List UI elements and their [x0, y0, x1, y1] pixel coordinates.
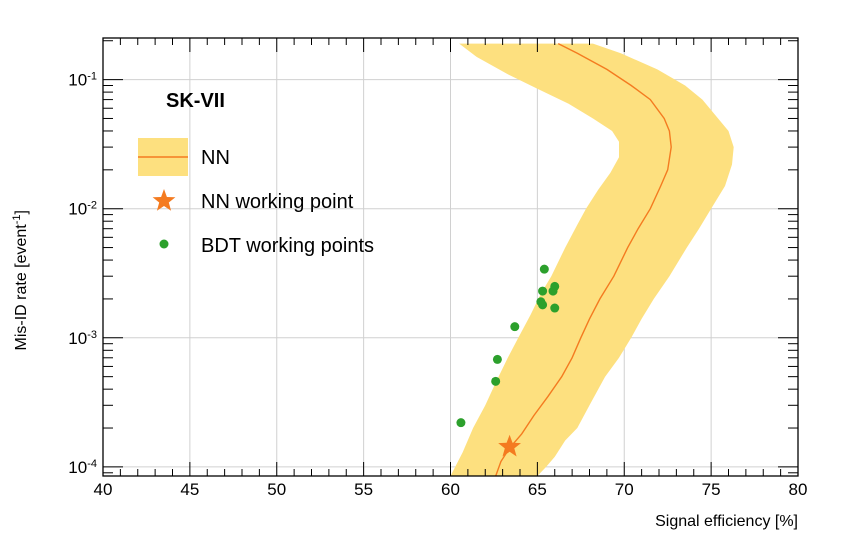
x-tick-label: 70: [615, 480, 634, 499]
legend-label-bdt-working-points: BDT working points: [201, 235, 374, 257]
bdt-working-point: [538, 286, 548, 296]
y-tick-label: 10-1: [68, 71, 97, 90]
x-tick-label: 50: [267, 480, 286, 499]
x-tick-label: 55: [354, 480, 373, 499]
bdt-working-point: [492, 354, 502, 364]
y-tick-label: 10-4: [68, 458, 97, 477]
legend: NN NN working point BDT working points: [138, 138, 374, 257]
x-tick-label: 75: [702, 480, 721, 499]
y-axis-title: Mis-ID rate [event-1]: [11, 210, 30, 351]
x-tick-labels: 40 45 50 55 60 65 70 75 80: [94, 480, 808, 499]
legend-star-icon: [152, 189, 176, 211]
bdt-working-point: [550, 281, 560, 291]
bdt-working-point: [491, 376, 501, 386]
nn-uncertainty-band: [450, 43, 734, 476]
y-tick-labels: 10-1 10-2 10-3 10-4: [68, 71, 97, 477]
x-tick-label: 40: [94, 480, 113, 499]
minor-ticks: [102, 38, 799, 476]
bdt-working-point: [510, 322, 520, 332]
nn-curve: [495, 42, 672, 476]
bdt-working-point: [550, 303, 560, 313]
legend-bdt-dot-icon: [159, 239, 169, 249]
bdt-working-point: [538, 300, 548, 310]
x-tick-label: 60: [441, 480, 460, 499]
experiment-label: SK-VII: [166, 90, 225, 112]
legend-label-nn: NN: [201, 147, 230, 169]
y-tick-label: 10-2: [68, 200, 97, 219]
legend-label-nn-working-point: NN working point: [201, 191, 354, 213]
x-axis-title: Signal efficiency [%]: [655, 513, 798, 530]
x-tick-label: 65: [528, 480, 547, 499]
bdt-working-point: [456, 418, 466, 428]
x-tick-label: 80: [789, 480, 808, 499]
plot-frame: [102, 37, 799, 477]
bdt-working-point: [539, 264, 549, 274]
y-tick-label: 10-3: [68, 329, 97, 348]
series-layer: [450, 42, 734, 476]
nn-working-point-star: [498, 434, 521, 457]
x-tick-label: 45: [180, 480, 199, 499]
